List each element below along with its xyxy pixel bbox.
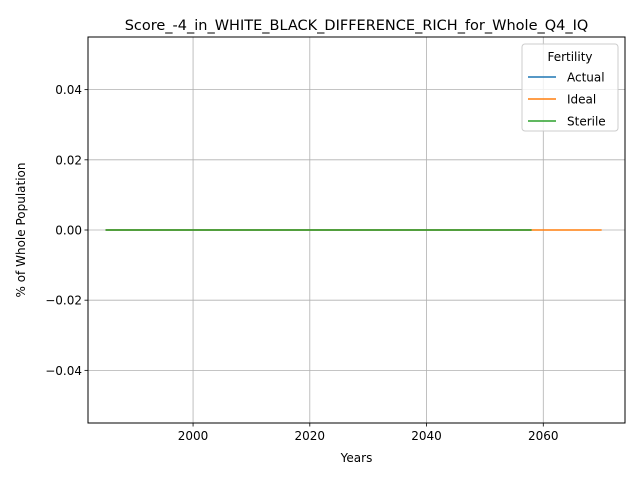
y-tick-label: 0.00	[55, 224, 82, 238]
x-tick-label: 2040	[411, 429, 442, 443]
x-axis-label: Years	[340, 451, 373, 465]
y-tick-label: −0.04	[45, 364, 82, 378]
x-tick-label: 2000	[178, 429, 209, 443]
legend-box	[521, 43, 619, 132]
legend-label-actual: Actual	[567, 71, 605, 85]
y-tick-label: 0.04	[55, 83, 82, 97]
legend-title: Fertility	[547, 50, 592, 64]
legend-label-ideal: Ideal	[567, 93, 596, 107]
legend: Fertility Actual Ideal Sterile	[521, 43, 619, 132]
legend-label-sterile: Sterile	[567, 115, 606, 129]
axis-ticks: 2000 2020 2040 2060 −0.04 −0.02 0.00 0.02 0.04	[45, 83, 558, 443]
y-tick-label: −0.02	[45, 294, 82, 308]
y-axis-label: % of Whole Population	[14, 163, 28, 298]
y-tick-label: 0.02	[55, 153, 82, 167]
chart-title: Score_-4_in_WHITE_BLACK_DIFFERENCE_RICH_…	[125, 18, 589, 34]
x-tick-label: 2060	[528, 429, 559, 443]
x-tick-label: 2020	[295, 429, 326, 443]
